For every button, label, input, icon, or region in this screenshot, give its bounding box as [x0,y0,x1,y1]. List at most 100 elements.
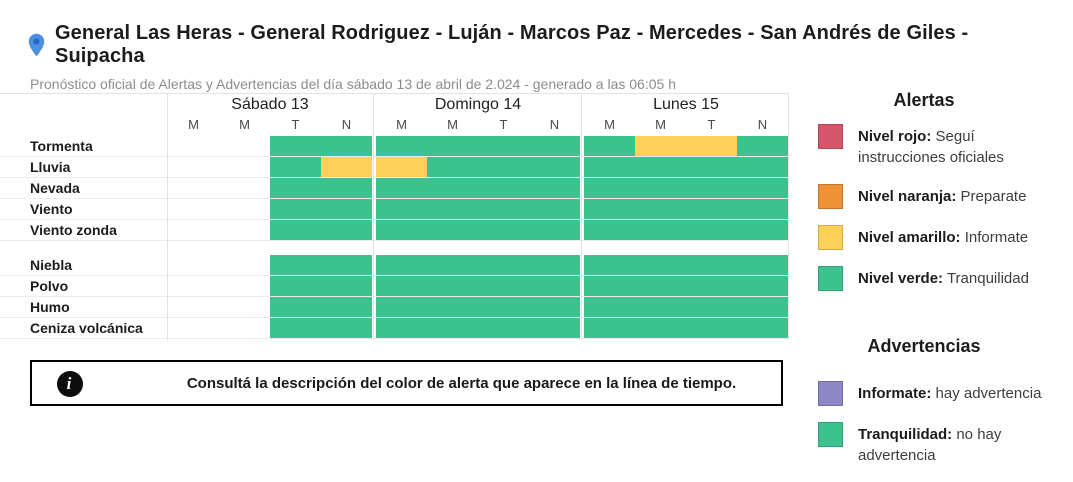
row-label: Ceniza volcánica [30,320,143,336]
forecast-cell-green[interactable] [270,318,321,338]
forecast-cell-green[interactable] [478,178,529,198]
forecast-cell-green[interactable] [635,276,686,296]
forecast-cell-green[interactable] [737,199,788,219]
forecast-cell-green[interactable] [584,157,635,177]
forecast-cell-green[interactable] [270,178,321,198]
forecast-cell-green[interactable] [635,318,686,338]
forecast-cell-green[interactable] [635,199,686,219]
forecast-cell-green[interactable] [686,318,737,338]
forecast-cell-green[interactable] [584,318,635,338]
forecast-cell-green[interactable] [321,276,372,296]
forecast-cell-green[interactable] [686,157,737,177]
forecast-cell-green[interactable] [270,199,321,219]
forecast-cell-green[interactable] [427,255,478,275]
forecast-cell-green[interactable] [376,220,427,240]
forecast-cell-green[interactable] [686,255,737,275]
forecast-cell-green[interactable] [427,220,478,240]
forecast-cell-green[interactable] [427,276,478,296]
forecast-cell-yellow[interactable] [686,136,737,156]
forecast-cell-green[interactable] [427,297,478,317]
forecast-cell-green[interactable] [584,220,635,240]
forecast-cell-green[interactable] [529,136,580,156]
forecast-cell-green[interactable] [321,297,372,317]
cell-group [168,136,372,156]
forecast-cell-green[interactable] [529,178,580,198]
forecast-cell-green[interactable] [270,220,321,240]
forecast-cell-green[interactable] [529,297,580,317]
forecast-cell-green[interactable] [737,318,788,338]
forecast-cell-green[interactable] [427,157,478,177]
forecast-cell-green[interactable] [376,199,427,219]
forecast-cell-green[interactable] [529,255,580,275]
forecast-cell-green[interactable] [478,318,529,338]
forecast-cell-yellow[interactable] [321,157,372,177]
forecast-cell-green[interactable] [270,157,321,177]
forecast-cell-green[interactable] [584,276,635,296]
forecast-cell-green[interactable] [376,297,427,317]
forecast-cell-green[interactable] [478,276,529,296]
cell-group [168,297,372,317]
forecast-cell-green[interactable] [686,276,737,296]
forecast-cell-yellow[interactable] [635,136,686,156]
forecast-cell-green[interactable] [584,297,635,317]
forecast-cell-green[interactable] [529,199,580,219]
forecast-cell-green[interactable] [635,220,686,240]
forecast-cell-green[interactable] [635,157,686,177]
forecast-cell-green[interactable] [686,178,737,198]
forecast-cell-yellow[interactable] [376,157,427,177]
forecast-cell-green[interactable] [635,297,686,317]
forecast-cell-green[interactable] [270,276,321,296]
period-label: M [655,117,666,132]
forecast-cell-green[interactable] [686,297,737,317]
forecast-cell-green[interactable] [376,255,427,275]
forecast-cell-green[interactable] [376,178,427,198]
forecast-cell-green[interactable] [737,220,788,240]
forecast-cell-green[interactable] [737,136,788,156]
forecast-cell-green[interactable] [737,178,788,198]
forecast-cell-green[interactable] [376,136,427,156]
forecast-cell-green[interactable] [427,318,478,338]
forecast-cell-green[interactable] [376,318,427,338]
forecast-cell-green[interactable] [321,199,372,219]
forecast-cell-green[interactable] [321,178,372,198]
forecast-cell-green[interactable] [529,157,580,177]
forecast-cell-green[interactable] [478,157,529,177]
forecast-cell-green[interactable] [427,136,478,156]
forecast-cell-green[interactable] [321,136,372,156]
forecast-cell-green[interactable] [584,178,635,198]
forecast-cell-green[interactable] [321,220,372,240]
forecast-cell-green[interactable] [478,199,529,219]
forecast-cell-green[interactable] [478,255,529,275]
forecast-cell-green[interactable] [635,178,686,198]
forecast-cell-green[interactable] [478,220,529,240]
forecast-cell-green[interactable] [584,199,635,219]
legend-alert-text-3: Nivel verde: Tranquilidad [858,270,1029,287]
forecast-cell-green[interactable] [635,255,686,275]
forecast-cell-green[interactable] [584,136,635,156]
forecast-cell-green[interactable] [478,297,529,317]
forecast-cell-green[interactable] [270,297,321,317]
forecast-cell-green[interactable] [270,255,321,275]
forecast-cell-green[interactable] [427,199,478,219]
forecast-cell-green[interactable] [427,178,478,198]
forecast-cell-green[interactable] [686,199,737,219]
forecast-cell-green[interactable] [686,220,737,240]
forecast-cell-green[interactable] [529,276,580,296]
forecast-cell-green[interactable] [529,318,580,338]
forecast-cell-green[interactable] [737,276,788,296]
forecast-cell-green[interactable] [737,255,788,275]
cell-group [584,276,788,296]
forecast-cell-green[interactable] [737,157,788,177]
forecast-cell-green[interactable] [321,318,372,338]
forecast-cell-green[interactable] [529,220,580,240]
forecast-cell-green[interactable] [584,255,635,275]
forecast-cell-none [168,318,219,338]
forecast-cell-green[interactable] [321,255,372,275]
forecast-cell-green[interactable] [270,136,321,156]
forecast-cell-green[interactable] [737,297,788,317]
row-label: Tormenta [30,138,93,154]
legend-warning-text-0: Informate: hay advertencia [858,385,1042,402]
forecast-cell-green[interactable] [478,136,529,156]
forecast-cell-green[interactable] [376,276,427,296]
